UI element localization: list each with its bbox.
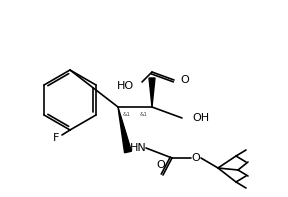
Polygon shape — [118, 107, 131, 153]
Text: &1: &1 — [139, 112, 147, 116]
Text: O: O — [180, 75, 189, 85]
Text: O: O — [157, 160, 166, 170]
Text: F: F — [53, 133, 59, 143]
Text: HN: HN — [130, 143, 146, 153]
Text: &1: &1 — [123, 112, 131, 116]
Text: OH: OH — [192, 113, 209, 123]
Text: HO: HO — [117, 81, 134, 91]
Polygon shape — [149, 78, 155, 107]
Text: O: O — [192, 153, 200, 163]
